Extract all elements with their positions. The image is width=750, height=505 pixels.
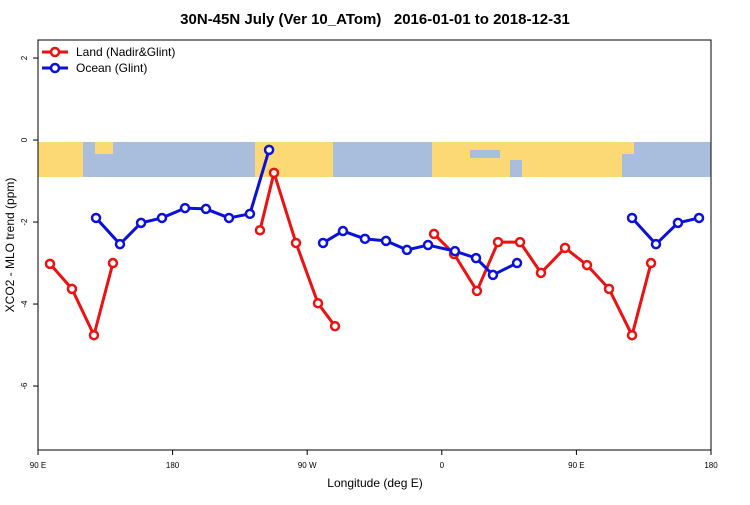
- data-point: [268, 167, 280, 179]
- data-point: [290, 237, 302, 249]
- map-land: [432, 142, 622, 177]
- x-tick-label: 180: [166, 461, 180, 470]
- data-point: [693, 212, 705, 224]
- y-axis-label: XCO2 - MLO trend (ppm): [3, 178, 17, 313]
- data-point: [244, 208, 256, 220]
- data-point: [672, 217, 684, 229]
- legend-marker: [49, 46, 61, 58]
- data-point: [603, 283, 615, 295]
- data-point: [359, 233, 371, 245]
- map-ocean: [470, 150, 500, 158]
- map-land: [38, 142, 83, 177]
- data-point: [581, 259, 593, 271]
- data-point: [200, 203, 212, 215]
- y-tick-label: -4: [20, 300, 29, 308]
- series-line: [322, 229, 518, 277]
- x-axis-label: Longitude (deg E): [327, 476, 422, 490]
- data-point: [90, 212, 102, 224]
- data-point: [114, 238, 126, 250]
- data-point: [312, 297, 324, 309]
- data-point: [428, 228, 440, 240]
- x-tick-label: 90 E: [568, 461, 584, 470]
- data-point: [422, 239, 434, 251]
- series-line: [630, 216, 700, 247]
- data-point: [535, 267, 547, 279]
- data-point: [156, 212, 168, 224]
- data-point: [329, 320, 341, 332]
- data-point: [470, 252, 482, 264]
- map-strip: [38, 142, 711, 177]
- data-point: [380, 235, 392, 247]
- data-point: [626, 212, 638, 224]
- data-point: [487, 269, 499, 281]
- legend-marker: [49, 62, 61, 74]
- data-point: [626, 329, 638, 341]
- x-tick-label: 180: [704, 461, 718, 470]
- data-point: [337, 225, 349, 237]
- y-tick-label: 2: [20, 55, 29, 60]
- plot-frame: [37, 39, 712, 451]
- chart-title: 30N-45N July (Ver 10_ATom) 2016-01-01 to…: [180, 11, 570, 28]
- data-point: [471, 285, 483, 297]
- x-tick-label: 90 W: [298, 461, 317, 470]
- legend-label: Ocean (Glint): [76, 61, 147, 75]
- data-point: [559, 242, 571, 254]
- data-point: [107, 257, 119, 269]
- y-tick-label: -2: [20, 218, 29, 226]
- series-line: [48, 262, 115, 340]
- data-point: [650, 238, 662, 250]
- data-point: [44, 258, 56, 270]
- map-land: [622, 142, 634, 154]
- data-point: [254, 224, 266, 236]
- data-point: [317, 237, 329, 249]
- data-point: [263, 144, 275, 156]
- data-point: [223, 212, 235, 224]
- x-tick-label: 0: [440, 461, 445, 470]
- map-land: [95, 142, 113, 154]
- data-point: [88, 329, 100, 341]
- y-tick-label: 0: [20, 137, 29, 142]
- data-point: [449, 245, 461, 257]
- data-point: [645, 257, 657, 269]
- map-ocean: [510, 160, 522, 177]
- data-point: [511, 257, 523, 269]
- data-point: [66, 283, 78, 295]
- data-point: [514, 236, 526, 248]
- legend-label: Land (Nadir&Glint): [76, 45, 175, 59]
- x-tick-label: 90 E: [30, 461, 46, 470]
- data-point: [179, 202, 191, 214]
- y-tick-label: -6: [20, 382, 29, 390]
- data-point: [401, 244, 413, 256]
- data-point: [492, 236, 504, 248]
- data-point: [135, 217, 147, 229]
